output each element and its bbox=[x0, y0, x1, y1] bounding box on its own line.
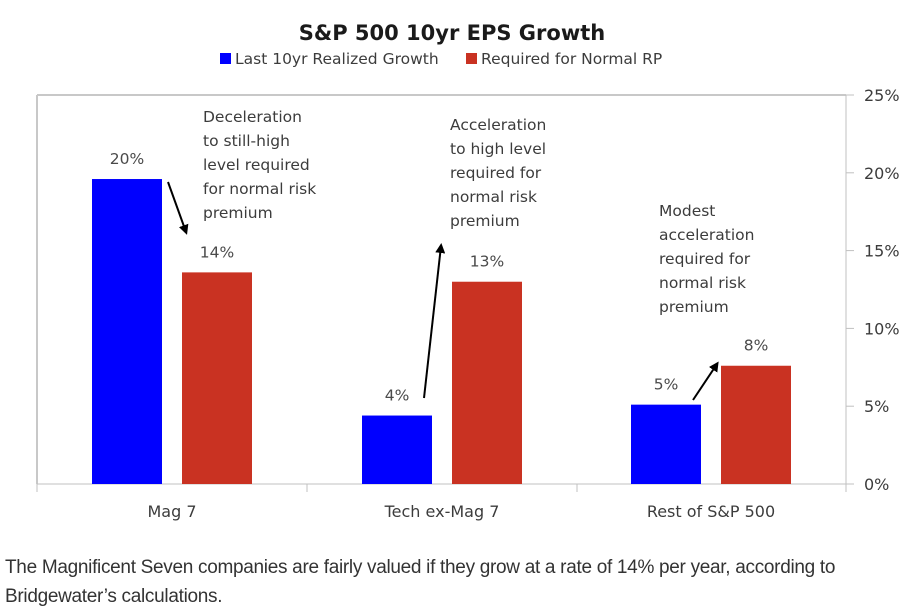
y-tick-label: 0% bbox=[864, 475, 889, 494]
annotations: Deceleration to still-high level required f… bbox=[167, 108, 754, 401]
annotation: Acceleration to high level required for nor… bbox=[423, 116, 546, 399]
data-label: 8% bbox=[744, 337, 769, 355]
annotation-text-line: Acceleration bbox=[450, 116, 546, 134]
annotation-text-line: Modest bbox=[659, 202, 715, 220]
bar-required bbox=[721, 365, 791, 484]
chart: S&P 500 10yr EPS Growth Last 10yr Realiz… bbox=[36, 21, 900, 521]
annotation-arrow-icon bbox=[423, 243, 446, 399]
chart-svg: S&P 500 10yr EPS Growth Last 10yr Realiz… bbox=[36, 21, 900, 521]
annotation-text-line: normal risk bbox=[659, 274, 746, 292]
y-tick-label: 10% bbox=[864, 319, 900, 338]
figure-caption: The Magnificent Seven companies are fair… bbox=[5, 557, 836, 607]
x-axis: Mag 7 Tech ex-Mag 7 Rest of S&P 500 bbox=[36, 483, 854, 521]
legend-label: Last 10yr Realized Growth bbox=[235, 50, 439, 68]
bar-required bbox=[452, 281, 522, 484]
data-label: 13% bbox=[470, 253, 504, 271]
y-tick-label: 5% bbox=[864, 397, 889, 416]
data-label: 14% bbox=[200, 243, 234, 261]
annotation-text-line: required for bbox=[450, 164, 542, 182]
annotation: Modest acceleration required for normal ris… bbox=[659, 202, 754, 401]
bars bbox=[92, 179, 791, 485]
bar-required bbox=[182, 272, 252, 484]
annotation-text-line: level required bbox=[203, 156, 310, 174]
annotation-text-line: premium bbox=[450, 212, 520, 230]
chart-title: S&P 500 10yr EPS Growth bbox=[299, 21, 605, 45]
annotation-text-line: to still-high bbox=[203, 132, 290, 150]
x-category-label: Tech ex-Mag 7 bbox=[384, 502, 500, 521]
annotation-text-line: Deceleration bbox=[203, 108, 302, 126]
y-tick-label: 25% bbox=[864, 86, 900, 105]
y-axis: 0% 5% 10% 15% 20% 25% bbox=[845, 86, 900, 494]
plot-frame bbox=[36, 94, 846, 484]
legend-swatch bbox=[466, 53, 477, 64]
annotation-text-line: premium bbox=[203, 204, 273, 222]
annotation-text-line: to high level bbox=[450, 140, 546, 158]
legend-label: Required for Normal RP bbox=[481, 50, 662, 68]
data-label: 5% bbox=[654, 376, 679, 394]
legend-swatch bbox=[220, 53, 231, 64]
bar-realized bbox=[92, 179, 162, 485]
legend: Last 10yr Realized Growth Required for No… bbox=[220, 50, 662, 68]
x-category-label: Rest of S&P 500 bbox=[647, 502, 775, 521]
annotation-text-line: normal risk bbox=[450, 188, 537, 206]
y-tick-label: 15% bbox=[864, 242, 900, 261]
annotation: Deceleration to still-high level required f… bbox=[167, 108, 316, 235]
y-tick-label: 20% bbox=[864, 164, 900, 183]
annotation-text-line: for normal risk bbox=[203, 180, 316, 198]
data-label: 20% bbox=[110, 150, 144, 168]
annotation-text-line: acceleration bbox=[659, 226, 754, 244]
annotation-text-line: required for bbox=[659, 250, 751, 268]
annotation-text-line: premium bbox=[659, 298, 729, 316]
data-label: 4% bbox=[385, 387, 410, 405]
bar-realized bbox=[631, 404, 701, 484]
annotation-arrow-icon bbox=[167, 181, 189, 235]
data-labels: 20% 14% 4% 13% 5% 8% bbox=[110, 150, 769, 405]
x-category-label: Mag 7 bbox=[147, 502, 196, 521]
bar-realized bbox=[362, 415, 432, 484]
annotation-arrow-icon bbox=[692, 361, 719, 401]
